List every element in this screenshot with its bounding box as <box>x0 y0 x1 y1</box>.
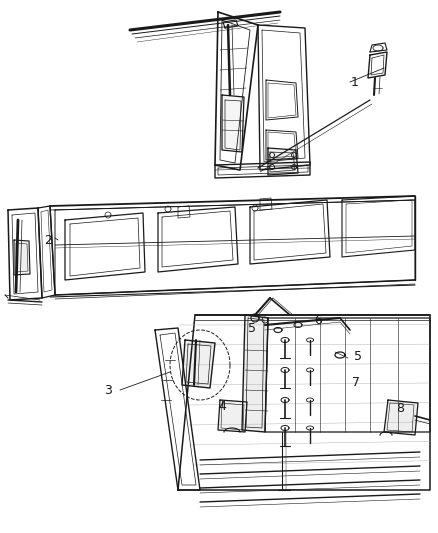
Text: 1: 1 <box>351 76 359 88</box>
Text: 3: 3 <box>104 384 112 397</box>
Text: 8: 8 <box>396 401 404 415</box>
Polygon shape <box>182 340 215 388</box>
Polygon shape <box>268 148 298 175</box>
Text: 6: 6 <box>314 313 322 327</box>
Polygon shape <box>384 400 418 435</box>
Polygon shape <box>242 315 268 432</box>
Text: 5: 5 <box>354 350 362 362</box>
Text: 2: 2 <box>44 233 52 246</box>
Polygon shape <box>14 240 30 275</box>
Text: 7: 7 <box>352 376 360 389</box>
Text: 4: 4 <box>218 400 226 413</box>
Polygon shape <box>218 400 247 432</box>
Text: 5: 5 <box>248 321 256 335</box>
Polygon shape <box>222 95 244 152</box>
